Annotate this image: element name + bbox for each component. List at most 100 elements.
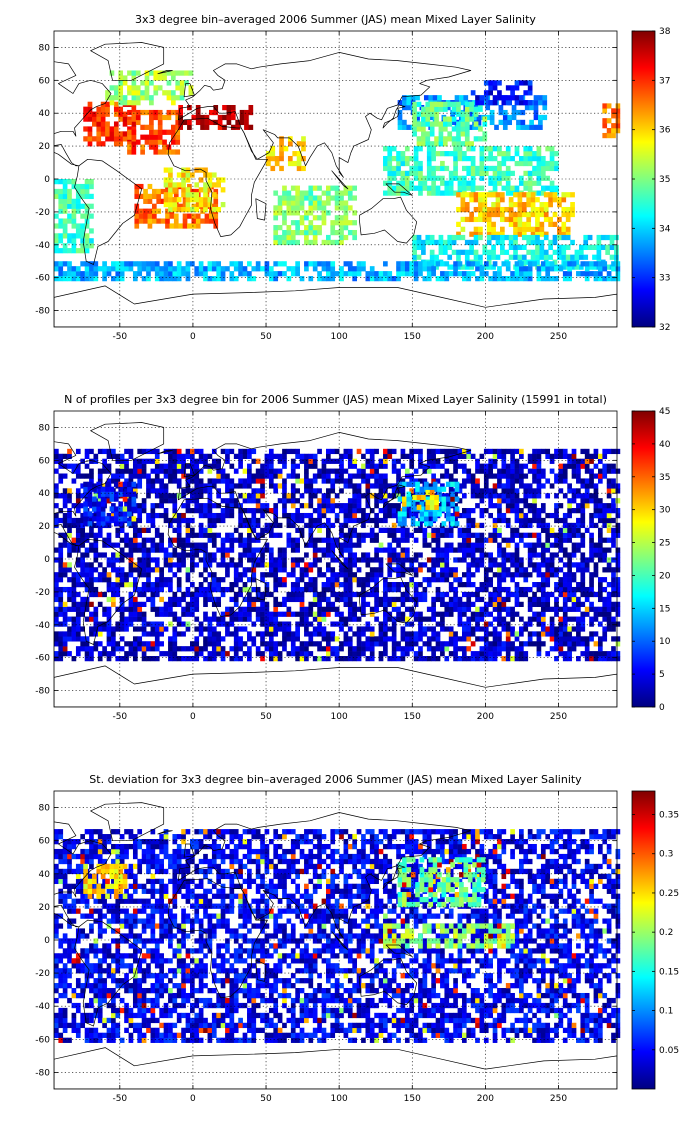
bin-cell: [501, 552, 507, 558]
bin-cell: [282, 185, 287, 191]
bin-cell: [93, 522, 99, 529]
bin-cell: [317, 646, 322, 652]
bin-cell: [247, 656, 252, 662]
bin-cell: [470, 483, 476, 489]
bin-cell: [304, 488, 309, 494]
bin-cell: [260, 473, 265, 479]
bin-cell: [374, 577, 379, 583]
bin-cell: [418, 591, 423, 598]
bin-cell: [431, 155, 436, 162]
bin-cell: [488, 473, 493, 479]
bin-cell: [238, 606, 243, 612]
bin-cell: [501, 261, 507, 267]
bin-cell: [295, 591, 300, 598]
bin-cell: [225, 626, 230, 632]
bin-cell: [396, 567, 401, 573]
bin-cell: [356, 606, 362, 612]
bin-cell: [343, 478, 349, 484]
bin-cell: [597, 266, 603, 272]
bin-cell: [396, 527, 401, 533]
bin-cell: [602, 103, 608, 109]
bin-cell: [475, 591, 480, 598]
bin-cell: [437, 95, 442, 101]
bin-cell: [473, 254, 479, 260]
bin-cell: [422, 175, 428, 181]
bin-cell: [488, 488, 493, 494]
bin-cell: [501, 547, 507, 553]
bin-cell: [365, 641, 371, 647]
bin-cell: [162, 129, 167, 135]
bin-cell: [124, 463, 129, 469]
bin-cell: [308, 478, 314, 484]
bin-cell: [216, 473, 222, 479]
bin-cell: [536, 276, 542, 282]
bin-cell: [84, 453, 90, 459]
bin-cell: [150, 542, 156, 548]
bin-cell: [517, 202, 523, 208]
bin-cell: [185, 261, 191, 267]
bin-cell: [290, 220, 296, 226]
bin-cell: [54, 503, 59, 509]
bin-cell: [264, 646, 270, 652]
bin-cell: [549, 151, 555, 157]
bin-cell: [510, 185, 515, 191]
bin-cell: [589, 271, 594, 277]
bin-cell: [163, 202, 169, 208]
bin-cell: [491, 211, 496, 218]
bin-cell: [242, 498, 248, 504]
bin-cell: [111, 646, 116, 652]
bin-cell: [80, 606, 86, 612]
bin-cell: [339, 473, 344, 479]
bin-cell: [466, 522, 472, 529]
bin-cell: [290, 463, 296, 469]
bin-cell: [440, 165, 445, 172]
bin-cell: [62, 183, 68, 190]
bin-cell: [475, 542, 480, 548]
bin-cell: [539, 231, 545, 237]
bin-cell: [497, 271, 502, 277]
bin-cell: [87, 111, 93, 117]
bin-cell: [365, 577, 371, 583]
bin-cell: [141, 527, 147, 533]
bin-cell: [308, 631, 314, 637]
bin-cell: [58, 572, 64, 578]
bin-cell: [203, 527, 208, 533]
bin-cell: [530, 239, 536, 246]
bin-cell: [492, 453, 498, 459]
bin-cell: [286, 542, 292, 548]
bin-cell: [431, 572, 436, 578]
bin-cell: [444, 503, 450, 509]
bin-cell: [67, 448, 72, 455]
bin-cell: [168, 601, 173, 607]
bin-cell: [190, 646, 195, 652]
bin-cell: [557, 244, 562, 251]
bin-cell: [203, 552, 208, 558]
bin-cell: [497, 498, 502, 504]
bin-cell: [62, 636, 68, 642]
bin-cell: [475, 537, 480, 543]
bin-cell: [418, 527, 423, 533]
bin-cell: [435, 577, 441, 583]
bin-cell: [321, 626, 327, 632]
bin-cell: [255, 537, 261, 543]
bin-cell: [106, 616, 112, 622]
bin-cell: [557, 202, 562, 208]
bin-cell: [461, 532, 467, 538]
bin-cell: [182, 203, 188, 209]
bin-cell: [71, 266, 77, 272]
bin-cell: [251, 473, 257, 479]
bin-cell: [137, 542, 143, 548]
bin-cell: [347, 591, 353, 598]
bin-cell: [80, 646, 86, 652]
bin-cell: [308, 542, 314, 548]
bin-cell: [400, 552, 406, 558]
bin-cell: [102, 483, 107, 489]
bin-cell: [365, 656, 371, 662]
bin-cell: [540, 276, 546, 282]
bin-cell: [216, 532, 222, 538]
bin-cell: [58, 656, 64, 662]
bin-cell: [548, 197, 553, 203]
bin-cell: [84, 572, 90, 578]
bin-cell: [508, 234, 514, 241]
bin-cell: [507, 114, 513, 121]
